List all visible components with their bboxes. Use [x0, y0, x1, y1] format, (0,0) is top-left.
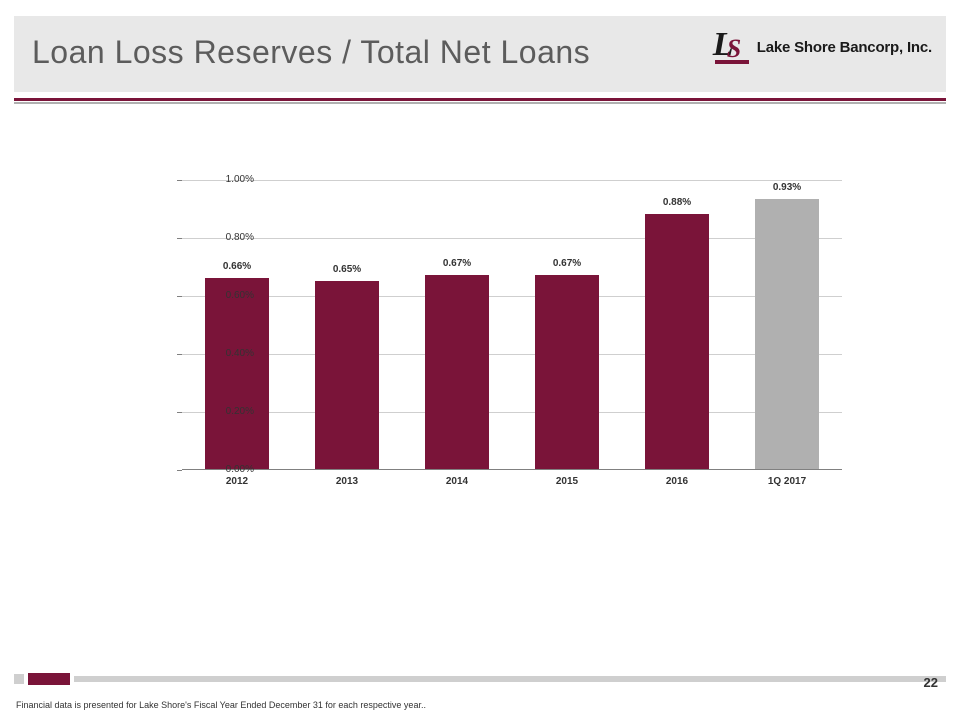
bar-value-label: 0.93%: [732, 182, 842, 193]
rule-grey: [14, 102, 946, 104]
y-axis-label: 1.00%: [202, 174, 254, 185]
bar-slot: 0.66%: [182, 179, 292, 469]
slide-root: Loan Loss Reserves / Total Net Loans L S…: [0, 0, 960, 720]
x-axis-label: 2016: [622, 476, 732, 487]
bar: [755, 199, 819, 469]
y-axis-label: 0.20%: [202, 406, 254, 417]
bar-slot: 0.67%: [512, 179, 622, 469]
x-axis-label: 2015: [512, 476, 622, 487]
bar: [645, 214, 709, 469]
footer-decor: [14, 674, 946, 684]
y-tick: [177, 470, 182, 471]
bar-value-label: 0.67%: [512, 258, 622, 269]
bar-slot: 0.65%: [292, 179, 402, 469]
page-number: 22: [924, 675, 938, 690]
bar-slot: 0.67%: [402, 179, 512, 469]
bar: [425, 275, 489, 469]
bar-chart: 0.66%0.65%0.67%0.67%0.88%0.93% 0.00%0.20…: [120, 180, 860, 500]
bar-value-label: 0.67%: [402, 258, 512, 269]
header-rule: [14, 98, 946, 104]
footnote: Financial data is presented for Lake Sho…: [16, 700, 426, 710]
y-axis-label: 0.60%: [202, 290, 254, 301]
x-axis-label: 1Q 2017: [732, 476, 842, 487]
footer-bar-grey: [74, 676, 946, 682]
company-logo: L S Lake Shore Bancorp, Inc.: [713, 28, 932, 66]
y-axis-label: 0.40%: [202, 348, 254, 359]
chart-plot: 0.66%0.65%0.67%0.67%0.88%0.93%: [182, 180, 842, 470]
rule-maroon: [14, 98, 946, 101]
bar-slot: 0.93%: [732, 179, 842, 469]
bar-value-label: 0.88%: [622, 197, 732, 208]
y-axis-label: 0.00%: [202, 464, 254, 475]
bar-value-label: 0.66%: [182, 261, 292, 272]
x-axis-label: 2012: [182, 476, 292, 487]
logo-text: Lake Shore Bancorp, Inc.: [757, 39, 932, 56]
logo-mark: L S: [713, 28, 751, 66]
logo-underline: [715, 60, 749, 64]
footer-square-grey: [14, 674, 24, 684]
x-axis-label: 2014: [402, 476, 512, 487]
slide-title: Loan Loss Reserves / Total Net Loans: [32, 34, 590, 71]
footer-square-maroon: [28, 673, 70, 685]
bar: [535, 275, 599, 469]
bar-slot: 0.88%: [622, 179, 732, 469]
y-axis-label: 0.80%: [202, 232, 254, 243]
bar-value-label: 0.65%: [292, 264, 402, 275]
bar: [205, 278, 269, 469]
x-axis-label: 2013: [292, 476, 402, 487]
bar: [315, 281, 379, 470]
